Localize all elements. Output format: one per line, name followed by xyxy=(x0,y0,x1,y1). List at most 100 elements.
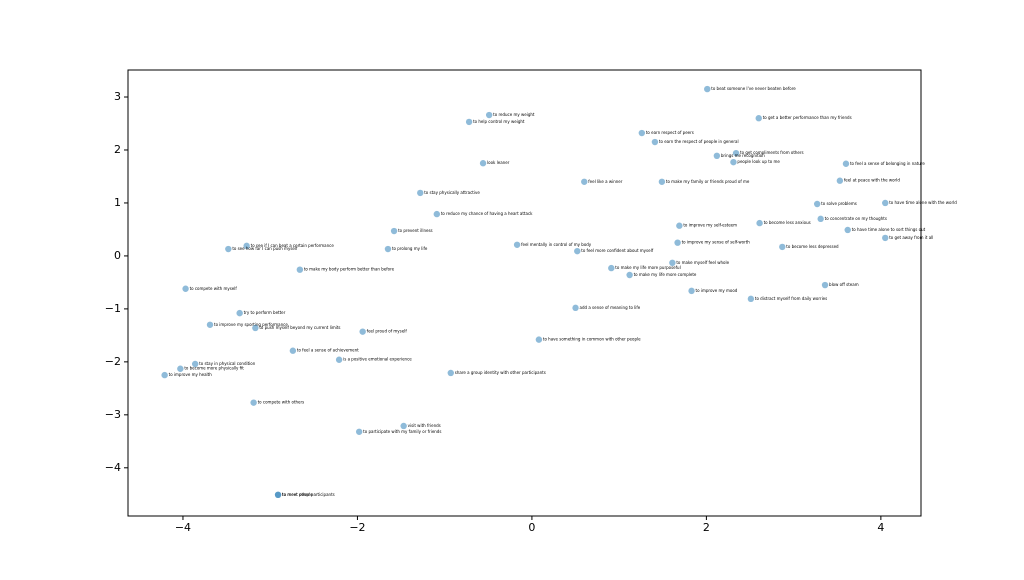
point xyxy=(236,309,243,317)
point xyxy=(882,199,889,207)
point xyxy=(479,160,487,167)
annotation: to feel more confident about myself xyxy=(581,248,653,253)
point xyxy=(669,259,676,267)
point xyxy=(447,369,454,377)
annotation: to make my body perform better than befo… xyxy=(304,267,395,272)
y-tick-label: 3 xyxy=(114,90,121,103)
annotation: feel mentally in control of my body xyxy=(521,242,592,247)
point xyxy=(704,85,711,93)
point xyxy=(252,324,259,332)
x-tick-label: 4 xyxy=(877,521,884,534)
plot-frame xyxy=(127,69,922,517)
point xyxy=(688,287,695,295)
annotation: to have something in common with other p… xyxy=(543,337,641,342)
point xyxy=(638,129,646,137)
annotation: to feel a sense of achievement xyxy=(297,348,359,353)
annotation: to make my family or friends proud of me xyxy=(666,179,750,184)
annotation: to concentrate on my thoughts xyxy=(825,216,887,221)
annotation: to participate with my family or friends xyxy=(363,429,441,434)
point xyxy=(384,245,392,253)
annotation: share a group identity with other partic… xyxy=(455,370,546,375)
point xyxy=(842,160,850,167)
y-tick-label: −3 xyxy=(105,408,121,421)
annotation: to improve my health xyxy=(169,372,213,377)
annotation: to beat someone I've never beaten before xyxy=(711,86,796,91)
annotation: to meet other participants xyxy=(282,492,335,497)
point xyxy=(243,242,250,250)
y-tick-label: −2 xyxy=(105,355,121,368)
point xyxy=(836,177,844,184)
annotation: to stay in physical condition xyxy=(199,361,256,366)
point xyxy=(626,271,633,279)
annotation: feel like a winner xyxy=(588,179,622,184)
annotation: try to perform better xyxy=(244,310,286,315)
point xyxy=(817,215,824,223)
point xyxy=(581,178,588,185)
annotation: is a positive emotional experience xyxy=(343,357,412,362)
annotation: blow off steam xyxy=(829,282,859,287)
annotation: to get away from it all xyxy=(889,235,933,240)
annotation: to make myself feel whole xyxy=(676,260,729,265)
point xyxy=(674,239,681,246)
annotation: to improve my sense of self-worth xyxy=(682,240,751,245)
point xyxy=(225,245,232,253)
annotation: to reduce my weight xyxy=(493,112,535,117)
point xyxy=(177,365,184,372)
annotation: to get compliments from others xyxy=(740,150,804,155)
point xyxy=(756,219,763,227)
point xyxy=(274,491,282,499)
annotation: people look up to me xyxy=(737,159,780,164)
annotation: to see how far I can push myself xyxy=(232,246,298,251)
point xyxy=(658,178,666,185)
annotation: to improve my mood xyxy=(696,288,738,293)
point xyxy=(335,356,343,363)
point xyxy=(485,111,493,119)
point xyxy=(535,336,543,343)
y-tick-label: −4 xyxy=(105,461,121,474)
point xyxy=(732,149,740,157)
point xyxy=(651,138,659,146)
annotation: to have time alone with the world xyxy=(889,200,957,205)
x-tick-label: −2 xyxy=(349,521,365,534)
point xyxy=(206,321,214,328)
annotation: to make my life more complete xyxy=(634,272,697,277)
point xyxy=(390,227,398,235)
annotation: to prolong my life xyxy=(392,246,428,251)
point xyxy=(882,234,889,242)
annotation: add a sense of meaning to life xyxy=(580,305,641,310)
annotation: to compete with others xyxy=(258,400,305,405)
point xyxy=(755,115,762,122)
point xyxy=(747,295,755,303)
annotation: to improve my sporting performance xyxy=(214,322,288,327)
point xyxy=(676,222,683,229)
point xyxy=(844,226,851,234)
annotation: to reduce my chance of having a heart at… xyxy=(441,211,533,216)
point xyxy=(713,152,721,160)
annotation: to make my life more purposeful xyxy=(615,265,680,270)
annotation: to see if I can beat a certain performan… xyxy=(251,243,335,248)
point xyxy=(182,285,189,292)
annotation: feel at peace with the world xyxy=(844,178,900,183)
y-tick-label: 1 xyxy=(114,196,121,209)
annotation: visit with friends xyxy=(408,423,441,428)
annotation: brings me recognition xyxy=(721,153,765,158)
point xyxy=(355,428,363,435)
point xyxy=(161,371,168,379)
x-tick-label: 2 xyxy=(703,521,710,534)
annotation: to prevent illness xyxy=(398,228,433,233)
point xyxy=(572,304,579,312)
annotation: to become more physically fit xyxy=(184,366,244,371)
point xyxy=(730,158,737,166)
y-tick-label: 0 xyxy=(114,249,121,262)
annotation: to meet people xyxy=(282,492,313,497)
annotation: to stay physically attractive xyxy=(424,190,480,195)
annotation: to improve my self-esteem xyxy=(683,223,737,228)
annotation: to push myself beyond my current limits xyxy=(259,325,340,330)
annotation: to compete with myself xyxy=(190,286,238,291)
point xyxy=(779,243,786,251)
point xyxy=(400,422,407,430)
annotation: to earn respect of peers xyxy=(646,130,694,135)
annotation: to earn the respect of people in general xyxy=(659,139,739,144)
annotation: to become less anxious xyxy=(764,220,811,225)
point xyxy=(433,210,441,218)
